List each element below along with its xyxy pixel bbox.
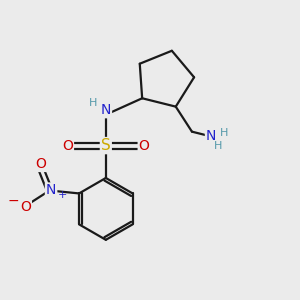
Text: O: O xyxy=(35,157,46,171)
Text: +: + xyxy=(57,190,67,200)
Text: N: N xyxy=(206,129,216,143)
Text: S: S xyxy=(101,138,111,153)
Text: N: N xyxy=(46,184,56,197)
Text: H: H xyxy=(220,128,229,137)
Text: H: H xyxy=(214,141,222,152)
Text: H: H xyxy=(89,98,98,109)
Text: O: O xyxy=(20,200,31,214)
Text: N: N xyxy=(100,103,111,117)
Text: −: − xyxy=(8,194,20,208)
Text: O: O xyxy=(139,139,149,153)
Text: O: O xyxy=(62,139,73,153)
